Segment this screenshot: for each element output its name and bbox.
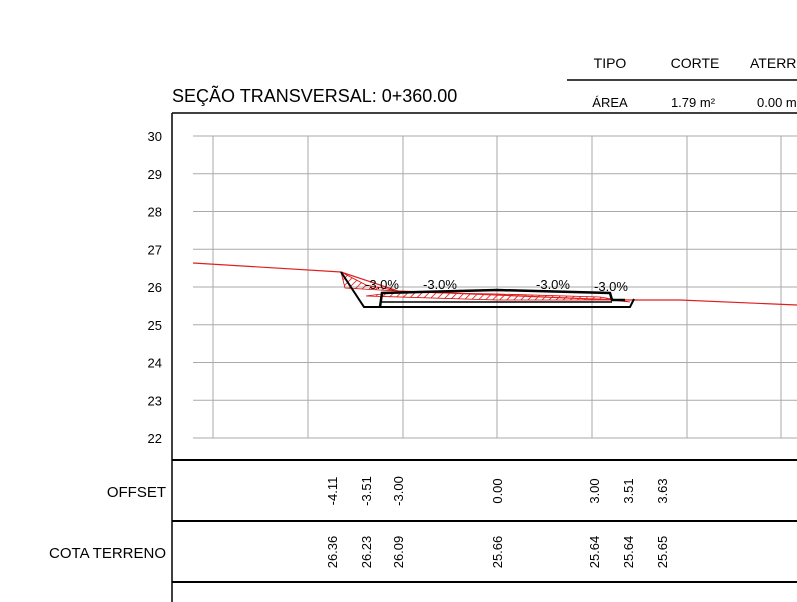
area-value: 1.79 m² <box>671 95 716 110</box>
y-tick-label: 29 <box>148 167 162 182</box>
slope-label: -3.0% <box>365 277 399 292</box>
y-tick-label: 30 <box>148 129 162 144</box>
row-value: -4.11 <box>325 477 340 506</box>
terrain-line <box>192 262 797 306</box>
row-value: 25.66 <box>490 536 505 569</box>
row-value: 3.51 <box>621 478 636 503</box>
row-label: COTA TERRENO <box>49 545 166 562</box>
slope-labels: -3.0% -3.0% -3.0% -3.0% <box>365 277 628 294</box>
row-value: 3.63 <box>655 478 670 503</box>
slope-label: -3.0% <box>423 277 457 292</box>
row-value: 25.64 <box>621 536 636 569</box>
y-tick-label: 27 <box>148 242 162 257</box>
area-value: 0.00 m <box>757 95 797 110</box>
column-header: CORTE <box>671 55 720 71</box>
column-header: ATERR <box>750 55 796 71</box>
column-header: TIPO <box>594 55 627 71</box>
title: SEÇÃO TRANSVERSAL: 0+360.00 <box>172 85 457 106</box>
row-value: 3.00 <box>587 478 602 503</box>
row-value: 26.23 <box>359 536 374 569</box>
y-tick-label: 28 <box>148 205 162 220</box>
area-label: ÁREA <box>592 95 628 110</box>
y-tick-label: 23 <box>148 393 162 408</box>
road-surface <box>378 288 625 308</box>
row-value: -3.00 <box>391 476 406 506</box>
row-value: 25.65 <box>655 536 670 569</box>
y-axis: 30 29 28 27 26 25 24 23 22 <box>148 129 162 446</box>
row-value: -3.51 <box>359 476 374 506</box>
y-tick-label: 26 <box>148 280 162 295</box>
road-subgrade <box>340 271 635 308</box>
slope-label: -3.0% <box>536 277 570 292</box>
y-tick-label: 22 <box>148 431 162 446</box>
y-tick-label: 24 <box>148 356 162 371</box>
slope-label: -3.0% <box>594 279 628 294</box>
row-value: 0.00 <box>490 478 505 503</box>
data-rows: OFFSET -4.11 -3.51 -3.00 0.00 3.00 3.51 3.63 COT… <box>49 476 670 569</box>
row-value: 25.64 <box>587 536 602 569</box>
y-tick-label: 25 <box>148 318 162 333</box>
row-value: 26.09 <box>391 536 406 569</box>
grid <box>193 135 797 439</box>
row-value: 26.36 <box>325 536 340 569</box>
row-label: OFFSET <box>107 484 166 501</box>
